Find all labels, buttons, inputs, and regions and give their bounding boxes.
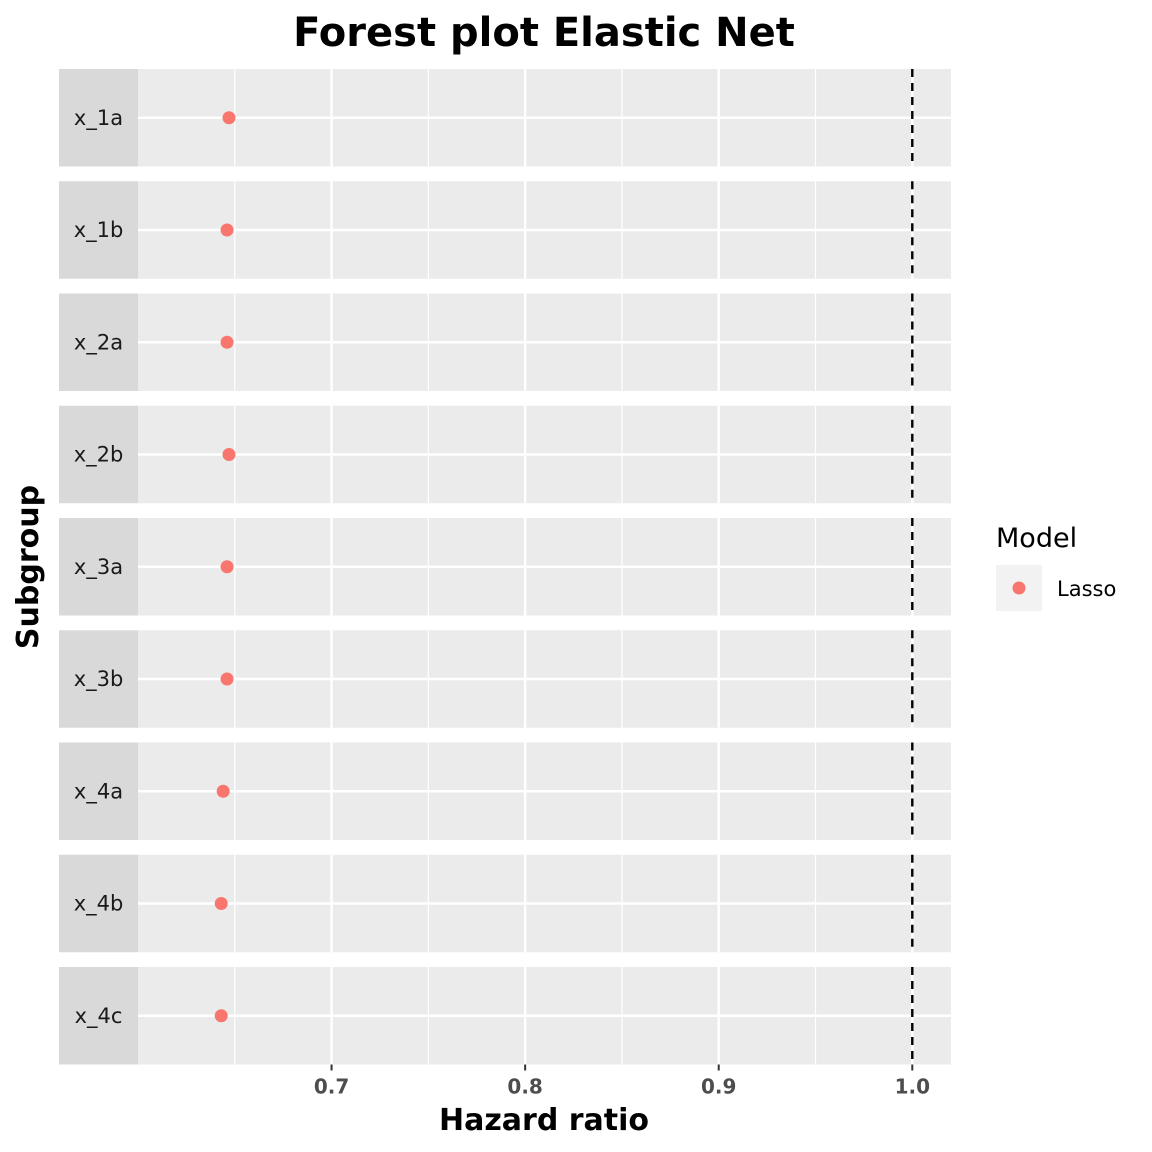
chart-title: Forest plot Elastic Net bbox=[293, 10, 795, 56]
y-axis-title: Subgroup bbox=[11, 485, 46, 649]
strip-label: x_4b bbox=[74, 892, 124, 917]
x-tick-label: 0.8 bbox=[507, 1075, 542, 1099]
data-point bbox=[220, 560, 234, 574]
strip-label: x_2a bbox=[74, 330, 123, 355]
facet-panel: x_4b bbox=[59, 854, 951, 953]
facet-panel: x_2a bbox=[59, 293, 951, 391]
data-point bbox=[220, 335, 234, 349]
data-point bbox=[214, 897, 228, 910]
data-point bbox=[220, 672, 234, 686]
x-axis-title: Hazard ratio bbox=[439, 1103, 649, 1138]
strip-label: x_2b bbox=[74, 443, 124, 468]
legend-key-dot bbox=[1012, 581, 1026, 595]
strip-background bbox=[59, 69, 138, 167]
facet-panels: x_1a x_1b x_2a x_2b x_3a x_3b x_4a x_4b x_4c bbox=[59, 69, 951, 1065]
facet-panel: x_3a bbox=[59, 518, 951, 616]
strip-label: x_3b bbox=[74, 667, 124, 692]
strip-background bbox=[59, 405, 138, 504]
facet-panel: x_2b bbox=[59, 405, 951, 504]
strip-label: x_1b bbox=[74, 218, 124, 243]
strip-label: x_1a bbox=[74, 106, 123, 131]
strip-label: x_4c bbox=[75, 1004, 123, 1029]
strip-background bbox=[59, 854, 138, 953]
strip-label: x_3a bbox=[74, 555, 123, 580]
data-point bbox=[220, 223, 234, 237]
x-axis: 0.7 0.8 0.9 1.0 bbox=[314, 1064, 930, 1099]
facet-panel: x_4c bbox=[59, 967, 951, 1065]
x-tick-label: 1.0 bbox=[895, 1075, 930, 1099]
legend-label: Lasso bbox=[1057, 577, 1116, 601]
strip-background bbox=[59, 630, 138, 728]
strip-label: x_4a bbox=[74, 779, 123, 804]
strip-background bbox=[59, 967, 138, 1065]
data-point bbox=[216, 784, 230, 798]
x-tick-label: 0.9 bbox=[701, 1075, 736, 1099]
legend: Model Lasso bbox=[996, 523, 1116, 611]
facet-panel: x_1a bbox=[59, 69, 951, 167]
data-point bbox=[222, 111, 236, 125]
strip-background bbox=[59, 742, 138, 840]
facet-panel: x_1b bbox=[59, 181, 951, 279]
data-point bbox=[222, 448, 236, 461]
legend-title: Model bbox=[996, 523, 1077, 554]
strip-background bbox=[59, 181, 138, 279]
facet-panel: x_4a bbox=[59, 742, 951, 840]
x-tick-label: 0.7 bbox=[314, 1075, 349, 1099]
strip-background bbox=[59, 518, 138, 616]
facet-panel: x_3b bbox=[59, 630, 951, 728]
strip-background bbox=[59, 293, 138, 391]
data-point bbox=[214, 1009, 228, 1023]
